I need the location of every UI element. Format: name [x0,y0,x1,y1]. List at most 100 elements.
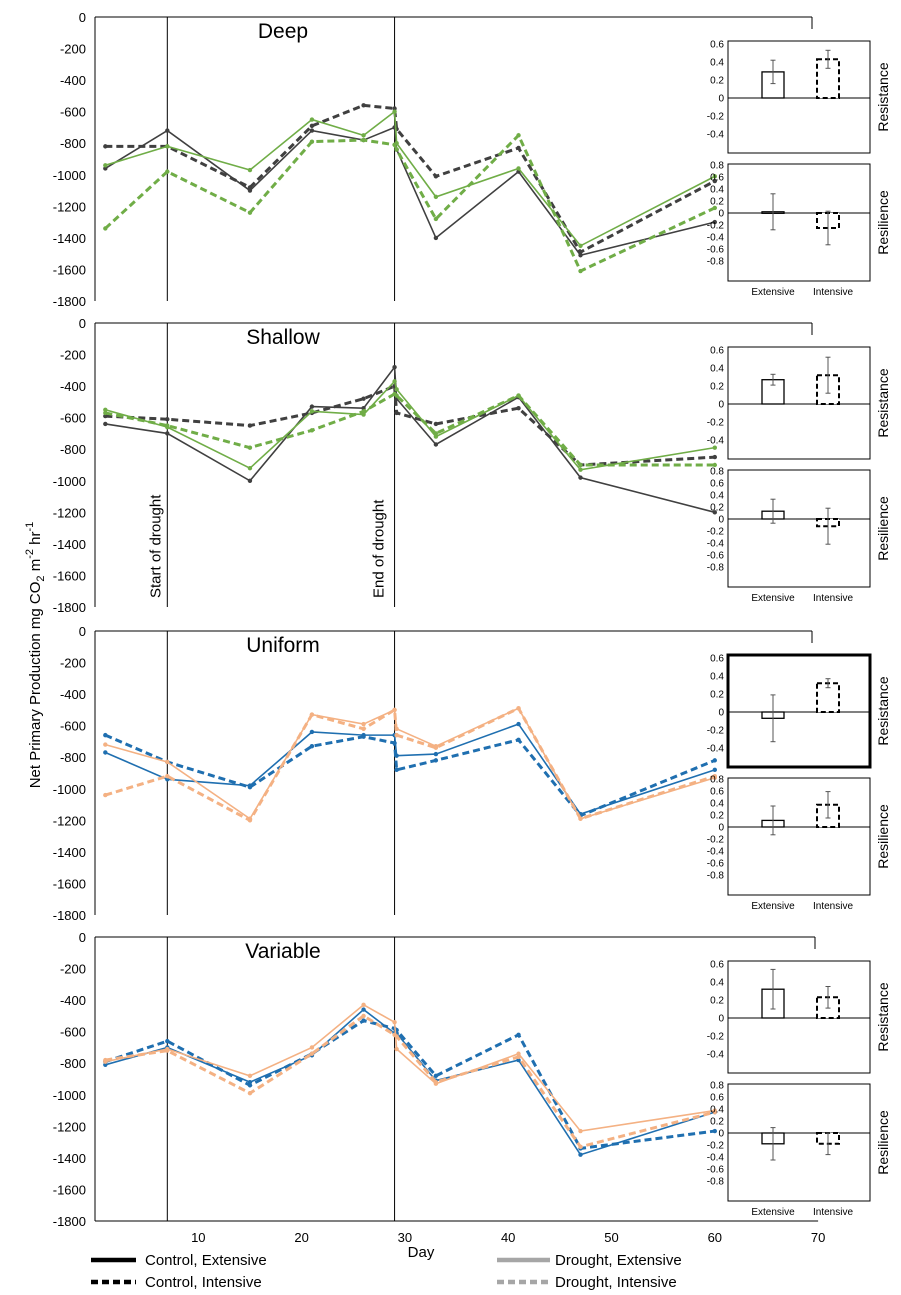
data-point [361,412,366,417]
inset-frame [727,346,871,460]
inset-label: Resilience [875,804,891,869]
panel-title: Shallow [246,326,320,349]
data-point [578,1144,583,1150]
data-point [309,1045,315,1050]
data-point [394,387,399,392]
y-tick-label: -400 [60,993,86,1008]
data-point [361,409,366,414]
data-point [516,406,521,411]
inset-tick-label: 0 [718,708,724,719]
inset-tick-label: 0.4 [710,1105,724,1116]
panel-variable: 0 -200 -400 -600 -800 -1000 -1200 -1400 -1600 -18… [53,930,891,1229]
y-tick-label: -800 [60,442,86,457]
panel-deep: 0 -200 -400 -600 -800 -1000 -1200 -1400 -1600 -18… [53,10,891,309]
data-point [103,732,108,738]
data-point [309,729,315,735]
y-tick-label: -1800 [53,1214,86,1229]
data-point [712,1128,717,1134]
data-point [103,163,108,168]
y-tick-label: -400 [60,687,86,702]
y-tick-label: -600 [60,719,86,734]
inset-resistance: 0.6 0.4 0.2 0 -0.2 -0.4 Resistance [707,653,891,769]
data-point [103,410,108,416]
inset-tick-label: 0.2 [710,811,724,822]
series-line [105,1003,715,1132]
inset-tick-label: 0.6 [710,960,724,971]
inset-tick-label: 0.4 [710,185,724,196]
series-line [104,1019,715,1151]
data-point [712,454,717,460]
y-tick-label: 0 [79,10,86,25]
inset-tick-label: 0.2 [710,197,724,208]
data-point [392,707,397,713]
inset-tick-label: 0.8 [710,775,724,786]
inset-frame [727,40,871,154]
inset-tick-label: 0.4 [710,58,724,69]
data-point [361,1018,366,1023]
data-point [433,421,439,427]
data-point [433,1073,439,1079]
data-point [309,139,315,144]
inset-tick-label: 0.4 [710,364,724,375]
data-point [516,1051,521,1056]
data-point [247,1083,253,1088]
y-tick-label: -1400 [53,231,86,246]
data-point [247,185,253,190]
data-point [394,1034,399,1039]
data-point [361,721,366,727]
data-point [361,734,366,739]
inset-tick-label: 0.2 [710,382,724,393]
inset-resistance: 0.6 0.4 0.2 0 -0.2 -0.4 Resistance [707,346,891,460]
x-tick-label: 10 [191,1230,205,1245]
data-point [712,767,717,773]
data-point [516,721,521,727]
y-tick-label: -200 [60,656,86,671]
series-line [105,379,715,471]
y-tick-label: -1200 [53,813,86,828]
x-tick-label: 60 [708,1230,722,1245]
inset-tick-label: -0.2 [707,418,725,429]
y-tick-label: -600 [60,1025,86,1040]
inset-tick-label: 0 [718,209,724,220]
data-point [712,510,717,515]
inset-tick-label: 0 [718,1014,724,1025]
inset-resistance: 0.6 0.4 0.2 0 -0.2 -0.4 Resistance [707,40,891,154]
inset-tick-label: -0.6 [707,245,725,256]
data-point [392,1020,397,1025]
x-axis-label: Day [408,1244,435,1261]
data-point [392,364,397,370]
data-point [394,1046,399,1052]
data-point [433,235,439,241]
data-point [309,128,315,133]
data-point [516,393,521,398]
data-point [361,726,366,732]
inset-category-label: Extensive [751,901,795,912]
y-axis-label-sub: 2 [35,575,47,581]
inset-tick-label: 0.2 [710,76,724,87]
data-point [103,742,108,747]
y-tick-label: -800 [60,136,86,151]
data-point [578,1128,583,1134]
data-point [516,145,521,151]
inset-tick-label: -0.8 [707,1177,725,1188]
data-point [394,393,399,398]
data-point [165,1038,170,1044]
inset-tick-label: -0.2 [707,221,725,232]
data-point [103,413,108,419]
y-tick-label: -600 [60,105,86,120]
data-point [247,1073,253,1079]
inset-tick-label: 0 [718,515,724,526]
inset-frame [727,163,871,282]
inset-label: Resilience [875,190,891,255]
data-point [247,188,253,193]
series-line [105,1008,716,1156]
data-point [165,423,170,428]
data-point [165,431,170,436]
inset-tick-label: -0.4 [707,847,725,858]
inset-tick-label: -0.2 [707,1141,725,1152]
data-point [712,178,717,184]
series-line [105,1014,716,1149]
x-tick-label: 20 [294,1230,308,1245]
legend-label: Drought, Intensive [555,1274,677,1291]
